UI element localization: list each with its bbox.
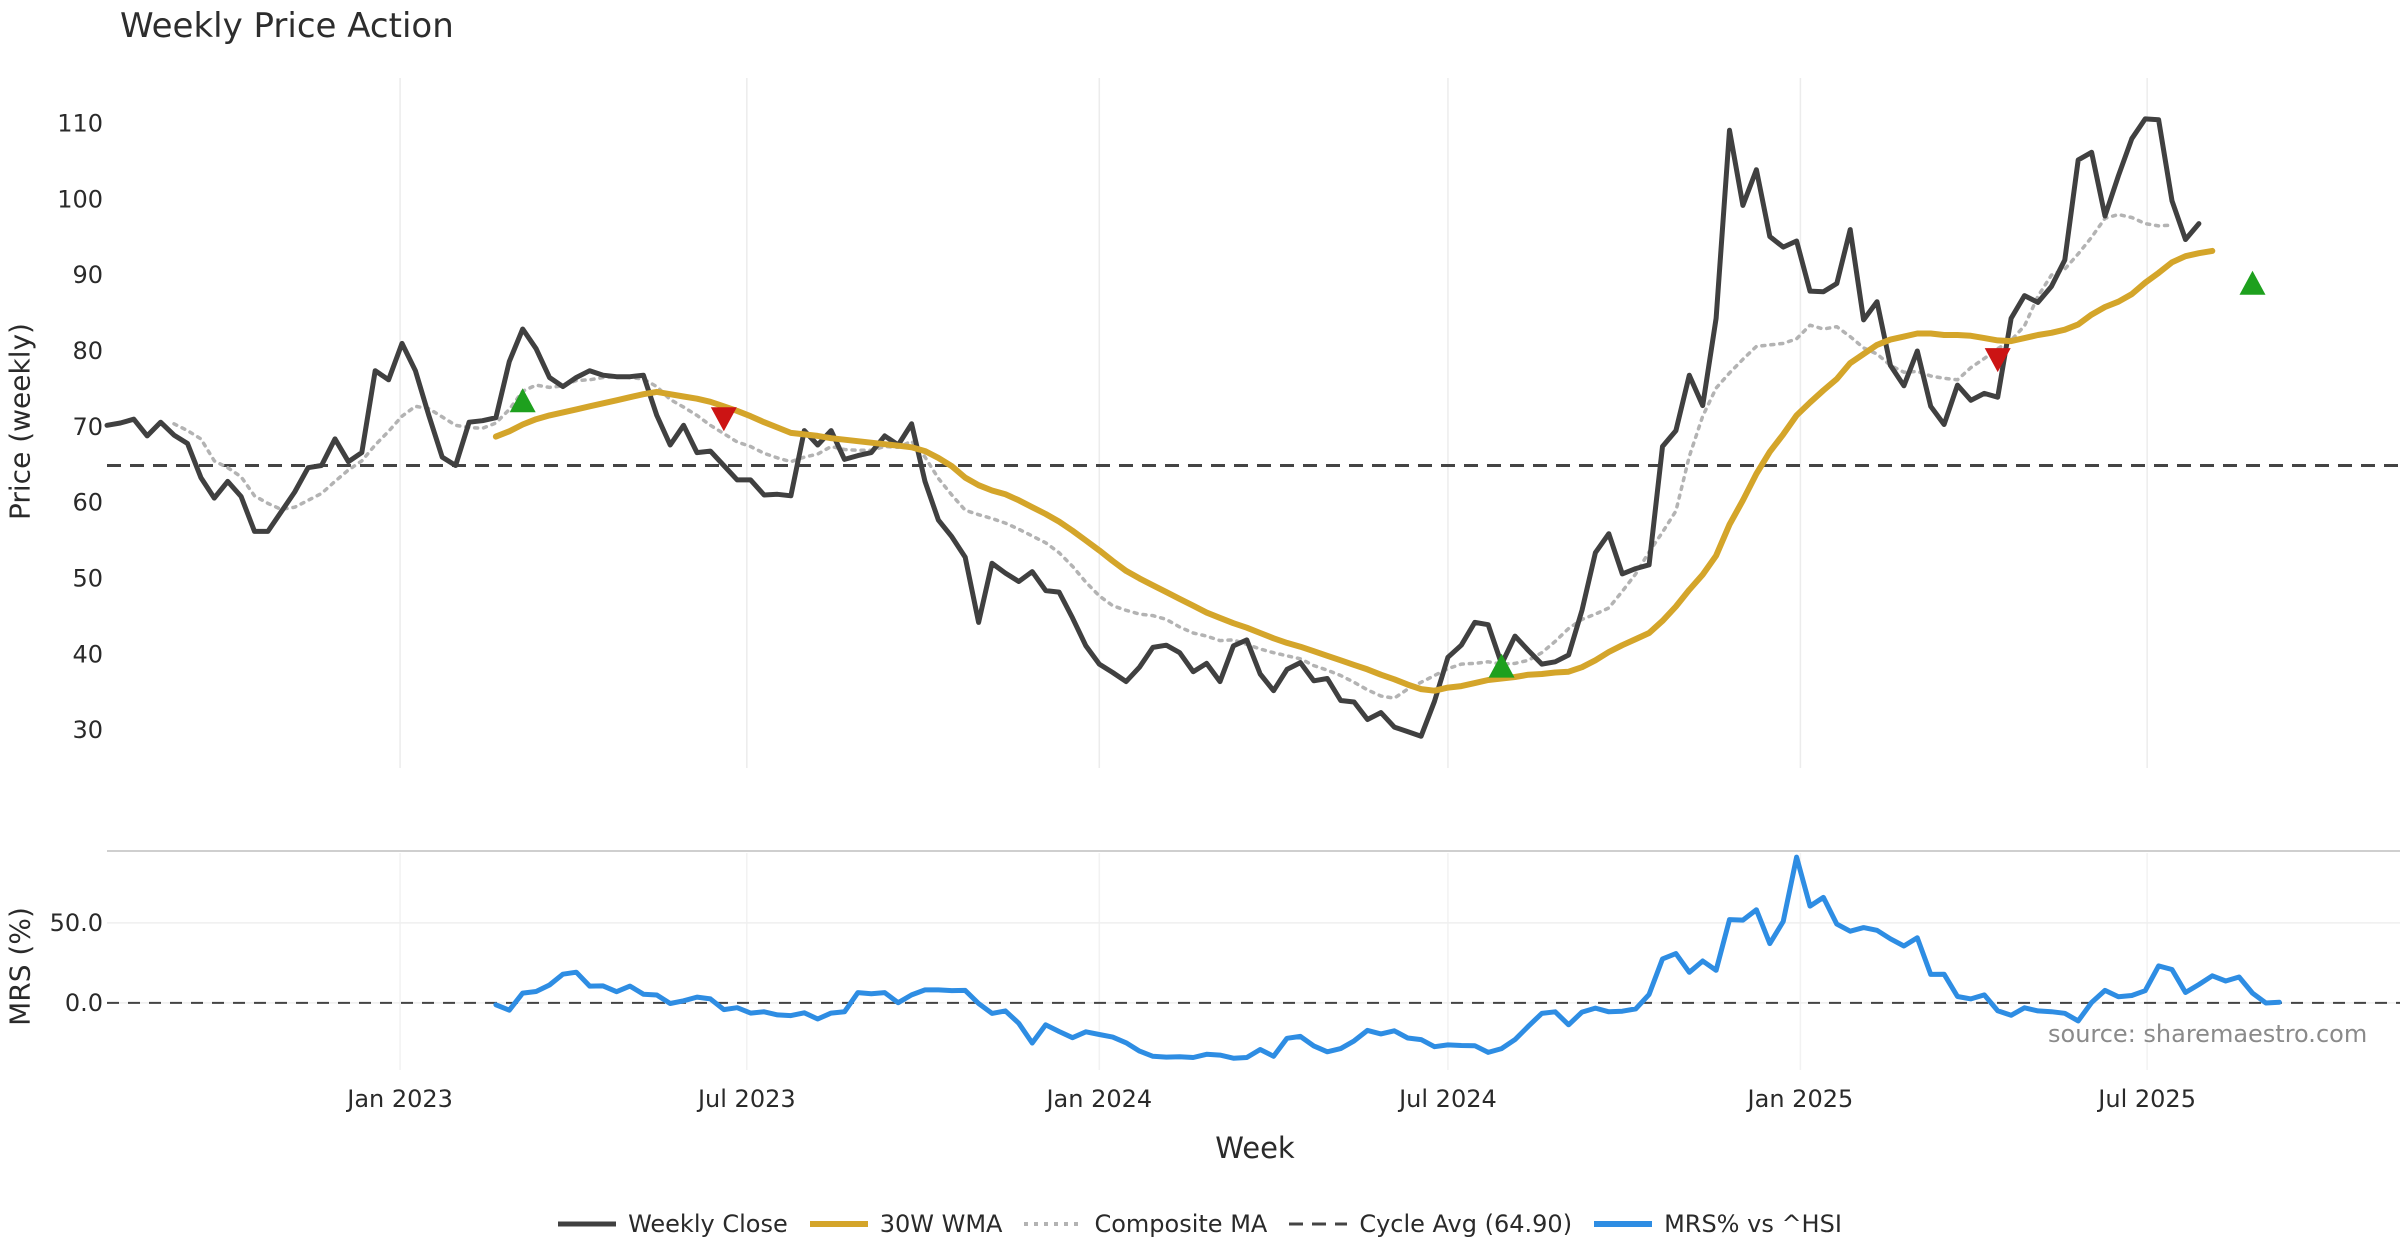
legend: Weekly Close 30W WMA Composite MA Cycle … bbox=[0, 1210, 2400, 1238]
y-axis-label: Price (weekly) bbox=[3, 323, 37, 520]
legend-label-30w-wma: 30W WMA bbox=[879, 1210, 1003, 1238]
legend-label-composite-ma: Composite MA bbox=[1094, 1210, 1268, 1238]
wma-30w-line bbox=[492, 247, 2216, 694]
composite-ma-line bbox=[172, 212, 2174, 700]
x-tick-label: Jan 2024 bbox=[1044, 1085, 1152, 1113]
x-tick-label: Jul 2025 bbox=[2096, 1085, 2196, 1113]
chart-title: Weekly Price Action bbox=[120, 6, 454, 46]
legend-swatch-mrs bbox=[1594, 1221, 1653, 1227]
x-tick-label: Jul 2024 bbox=[1397, 1085, 1497, 1113]
legend-item-composite-ma[interactable]: Composite MA bbox=[1024, 1210, 1267, 1238]
gridlines bbox=[107, 78, 2400, 1070]
x-axis-label: Week bbox=[1215, 1131, 1295, 1165]
reference-lines bbox=[107, 463, 2400, 1004]
legend-swatch-weekly-close bbox=[558, 1221, 617, 1227]
y-tick-label: 40 bbox=[72, 640, 103, 668]
buy-signal-marker bbox=[1488, 653, 1515, 678]
y-tick-label: 60 bbox=[72, 489, 103, 517]
x-tick-label: Jan 2023 bbox=[345, 1085, 453, 1113]
signal-markers bbox=[509, 270, 2266, 678]
weekly-close-line bbox=[104, 116, 2202, 739]
tick-labels: Jan 2023 Jul 2023 Jan 2024 Jul 2024 Jan 2025… bbox=[50, 109, 2196, 1113]
x-tick-label: Jul 2023 bbox=[696, 1085, 796, 1113]
y-tick-label-mrs: 0.0 bbox=[65, 989, 103, 1017]
legend-item-cycle-avg[interactable]: Cycle Avg (64.90) bbox=[1289, 1210, 1572, 1238]
legend-label-weekly-close: Weekly Close bbox=[628, 1210, 788, 1238]
sell-signal-marker bbox=[1984, 348, 2011, 373]
y-tick-label: 30 bbox=[72, 716, 103, 744]
legend-swatch-composite-ma bbox=[1024, 1222, 1083, 1226]
legend-label-cycle-avg: Cycle Avg (64.90) bbox=[1359, 1210, 1573, 1238]
y-tick-label: 70 bbox=[72, 413, 103, 441]
legend-item-mrs[interactable]: MRS% vs ^HSI bbox=[1594, 1210, 1842, 1238]
legend-label-mrs: MRS% vs ^HSI bbox=[1664, 1210, 1842, 1238]
legend-item-30w-wma[interactable]: 30W WMA bbox=[809, 1210, 1003, 1238]
y-tick-label: 80 bbox=[72, 337, 103, 365]
secondary-y-axis-label: MRS (%) bbox=[3, 907, 37, 1026]
buy-signal-marker bbox=[509, 388, 536, 413]
mrs-line bbox=[493, 854, 2282, 1061]
y-tick-label: 90 bbox=[72, 261, 103, 289]
legend-item-weekly-close[interactable]: Weekly Close bbox=[558, 1210, 788, 1238]
legend-swatch-cycle-avg bbox=[1289, 1222, 1348, 1226]
y-tick-label: 110 bbox=[57, 109, 103, 137]
y-tick-label-mrs: 50.0 bbox=[50, 909, 103, 937]
legend-swatch-30w-wma bbox=[809, 1221, 868, 1227]
x-tick-label: Jan 2025 bbox=[1746, 1085, 1854, 1113]
buy-signal-marker bbox=[2239, 270, 2266, 295]
sell-signal-marker bbox=[710, 407, 737, 432]
series-layer bbox=[104, 116, 2282, 1061]
source-note: source: sharemaestro.com bbox=[2048, 1020, 2368, 1048]
y-tick-label: 50 bbox=[72, 564, 103, 592]
y-tick-label: 100 bbox=[57, 185, 103, 213]
